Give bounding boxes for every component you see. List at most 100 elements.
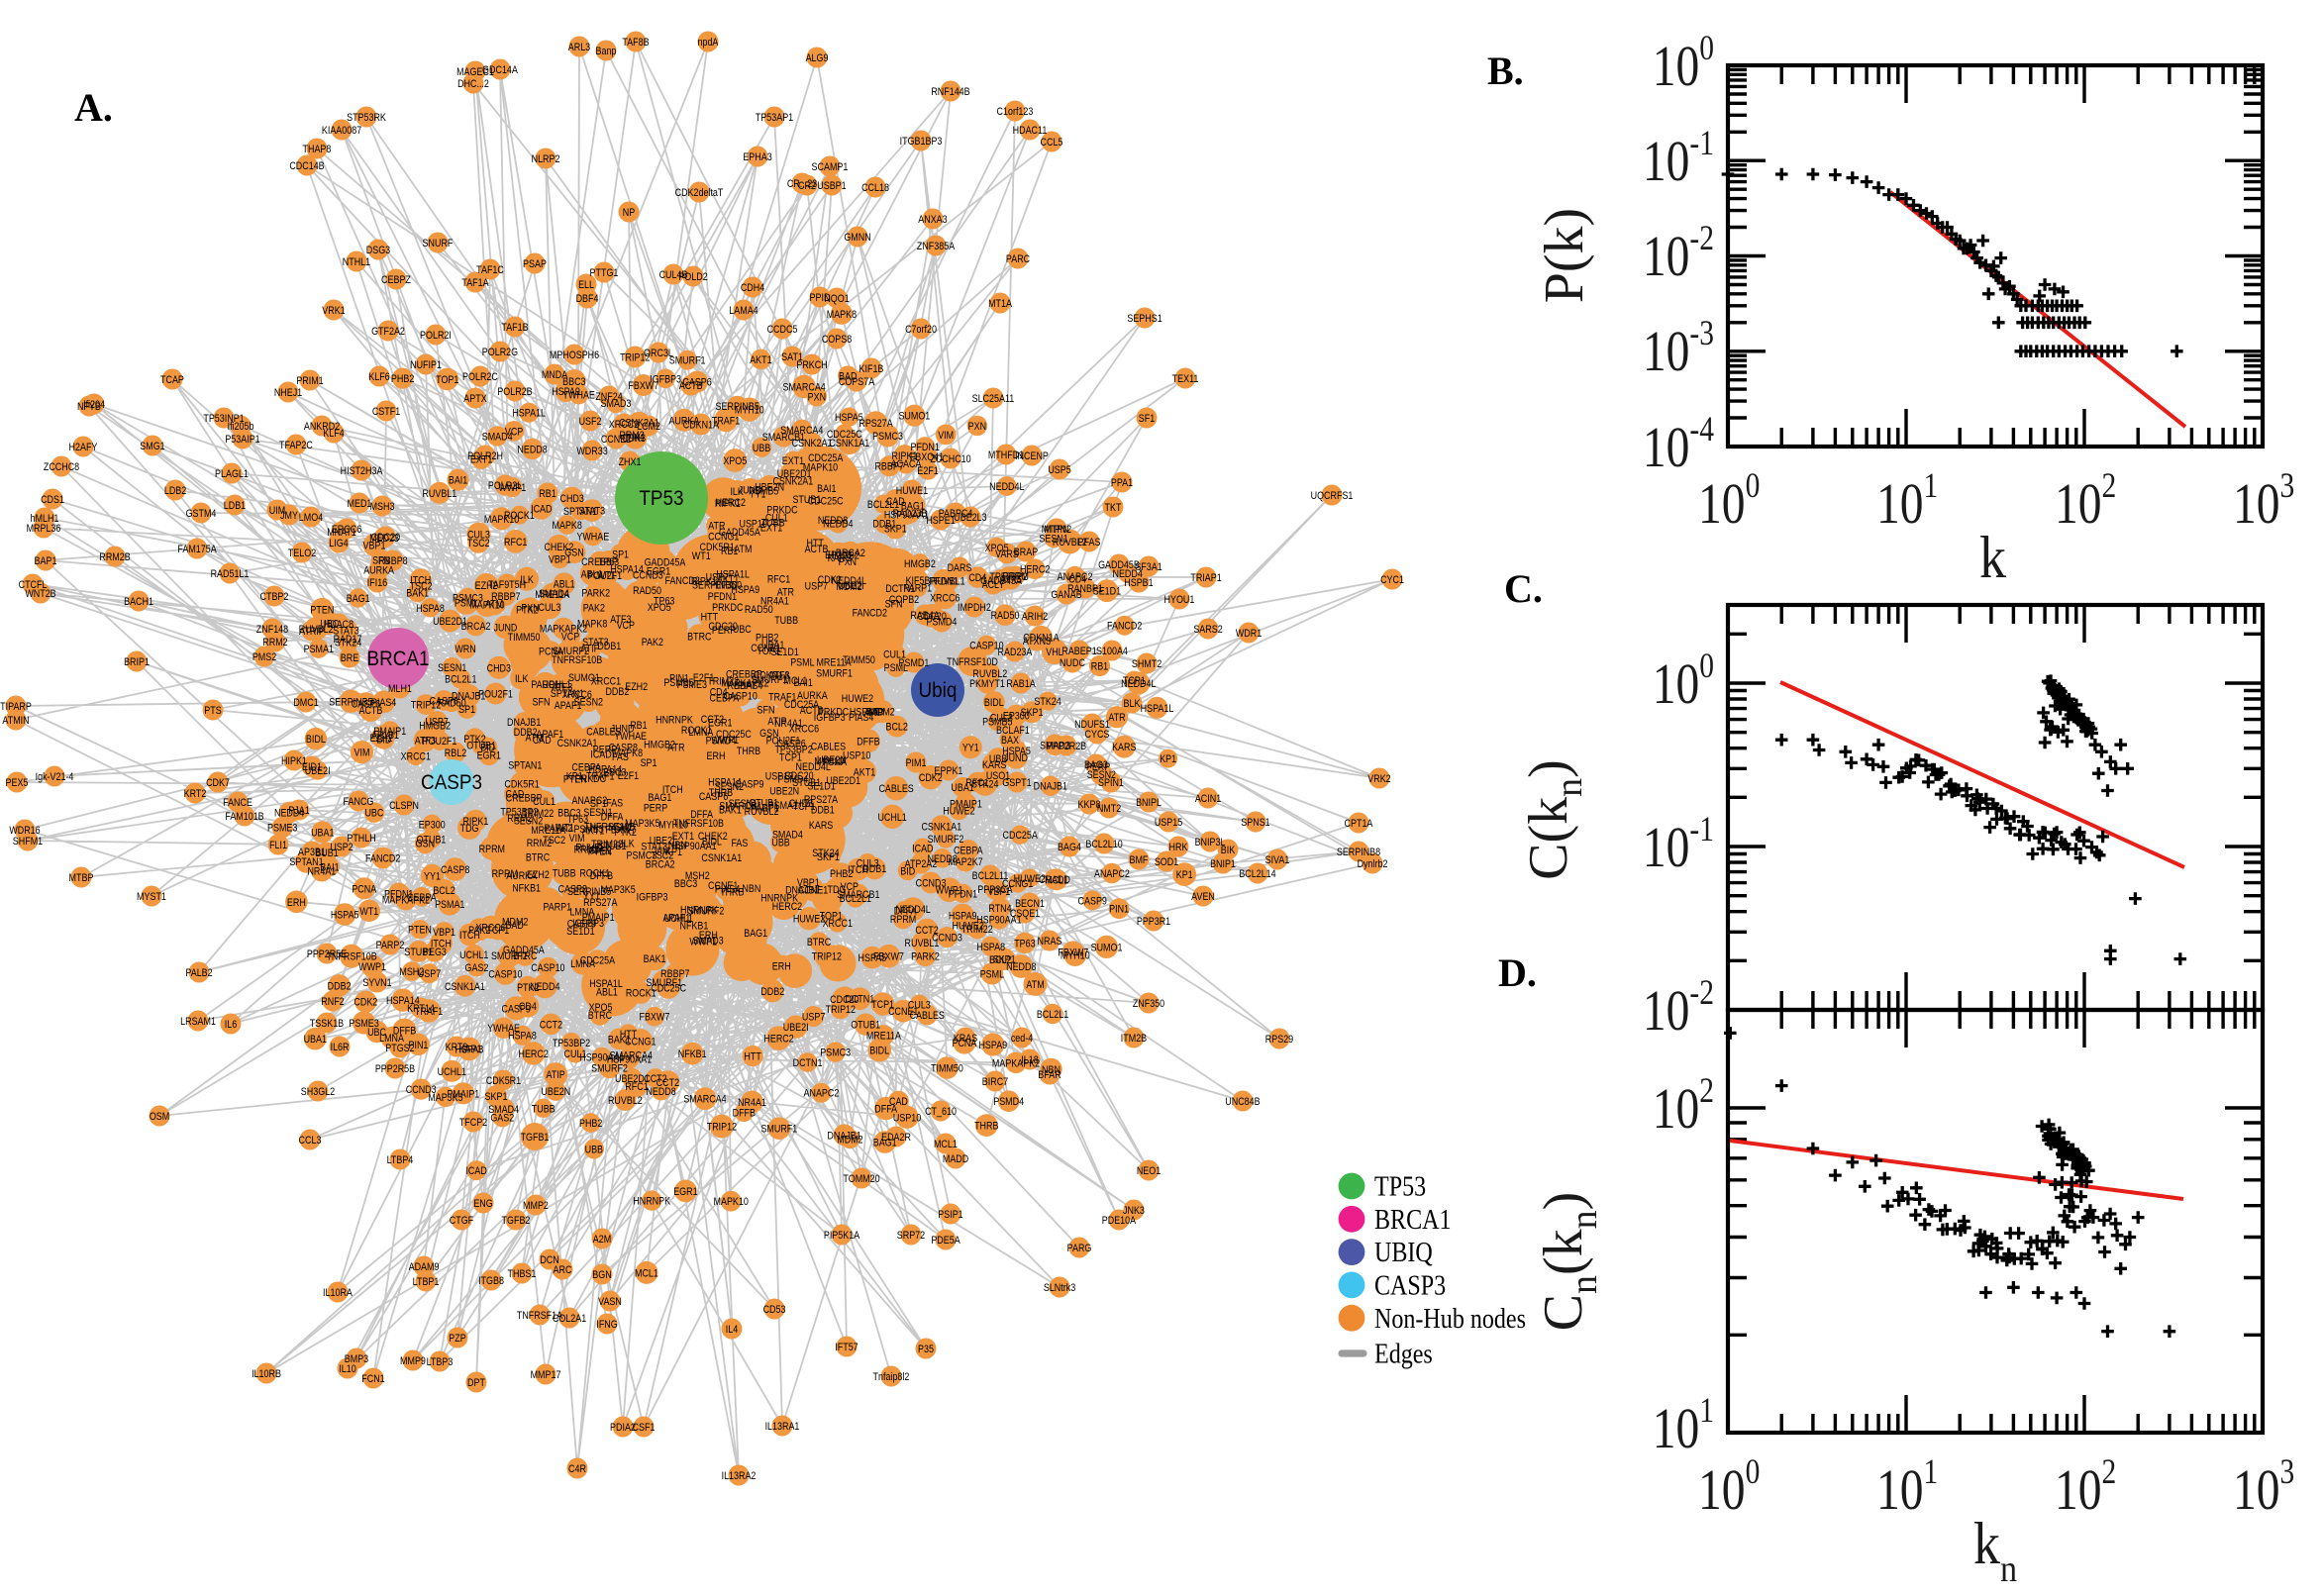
svg-text:TP53: TP53 [639, 487, 683, 510]
svg-text:TAF1C: TAF1C [476, 264, 504, 276]
svg-text:KAP1: KAP1 [459, 1044, 482, 1055]
svg-text:RRM2: RRM2 [262, 637, 288, 648]
svg-text:NEDD4: NEDD4 [530, 981, 560, 993]
svg-text:SE1D1: SE1D1 [770, 647, 799, 658]
svg-text:BNIP1: BNIP1 [1210, 858, 1236, 870]
svg-text:CDC25A: CDC25A [580, 955, 616, 967]
svg-text:KRAS: KRAS [954, 1033, 978, 1045]
svg-text:E2F1: E2F1 [618, 770, 640, 782]
svg-text:OSM: OSM [150, 1111, 169, 1123]
svg-text:PPP3R1: PPP3R1 [1137, 916, 1171, 928]
svg-text:MDM2: MDM2 [836, 581, 862, 593]
svg-text:SMURF2: SMURF2 [491, 950, 528, 962]
svg-text:PCNA: PCNA [822, 756, 847, 768]
svg-text:WT1: WT1 [359, 906, 378, 918]
svg-text:NP: NP [623, 207, 636, 219]
svg-text:SH3GL2: SH3GL2 [301, 1086, 336, 1098]
svg-text:IL10: IL10 [339, 1363, 356, 1375]
svg-text:COPS8: COPS8 [822, 334, 853, 346]
svg-text:NEDD4: NEDD4 [823, 519, 854, 531]
svg-text:BCL2: BCL2 [433, 885, 455, 897]
svg-text:ZHX1: ZHX1 [619, 456, 642, 468]
svg-text:HSP90AA1: HSP90AA1 [607, 1054, 653, 1066]
svg-text:CDC25C: CDC25C [716, 729, 752, 741]
svg-text:SMAD3: SMAD3 [693, 936, 724, 948]
svg-text:ATM: ATM [485, 599, 503, 611]
svg-text:WWP1: WWP1 [358, 961, 386, 973]
svg-text:Banp: Banp [596, 46, 617, 57]
svg-text:TOMM20: TOMM20 [843, 1173, 880, 1185]
svg-text:PSIP1: PSIP1 [938, 1209, 963, 1221]
svg-text:IL6R: IL6R [331, 1042, 350, 1053]
svg-text:DDB2: DDB2 [514, 727, 538, 739]
svg-text:USP2: USP2 [330, 842, 354, 853]
svg-text:CAD: CAD [505, 789, 524, 801]
svg-text:UCHL1: UCHL1 [542, 679, 571, 691]
svg-text:KP1: KP1 [566, 771, 583, 783]
svg-text:RB1: RB1 [630, 720, 648, 732]
svg-text:PDE5A: PDE5A [931, 1235, 960, 1247]
svg-text:ANAPC2: ANAPC2 [804, 1088, 840, 1100]
svg-text:SKP1: SKP1 [1021, 707, 1044, 719]
svg-text:HSPA5: HSPA5 [331, 910, 359, 922]
svg-text:UIM: UIM [269, 505, 285, 517]
svg-text:THRB: THRB [737, 746, 761, 757]
svg-text:PRKDC: PRKDC [575, 773, 606, 785]
svg-text:TP53INP1: TP53INP1 [203, 413, 245, 425]
svg-text:Dynlrb2: Dynlrb2 [1358, 858, 1388, 870]
svg-text:DDB2: DDB2 [760, 986, 784, 998]
svg-text:COL2A1: COL2A1 [553, 1313, 587, 1325]
svg-text:UBB: UBB [753, 443, 771, 454]
svg-text:PSMD4: PSMD4 [993, 1096, 1024, 1108]
svg-text:MLH1: MLH1 [388, 683, 412, 695]
svg-text:SMURF1: SMURF1 [646, 977, 682, 989]
svg-text:CTCFL: CTCFL [19, 579, 48, 591]
svg-text:CABLES: CABLES [811, 742, 847, 753]
svg-text:BAG1: BAG1 [744, 928, 767, 940]
svg-text:UBE2I: UBE2I [305, 765, 331, 777]
svg-text:CCNE1: CCNE1 [751, 643, 781, 654]
svg-text:CASP8: CASP8 [558, 884, 588, 896]
svg-text:DCTN1: DCTN1 [845, 994, 874, 1006]
svg-text:HUWE2: HUWE2 [842, 693, 874, 705]
svg-text:PFDN1: PFDN1 [708, 591, 738, 603]
svg-text:PAK2: PAK2 [642, 637, 664, 648]
svg-text:CDS1: CDS1 [41, 494, 64, 506]
svg-text:BAG1: BAG1 [873, 1138, 897, 1149]
svg-text:LDB1: LDB1 [224, 500, 247, 512]
svg-text:TIMM50: TIMM50 [931, 1063, 963, 1075]
svg-text:101: 101 [1876, 466, 1938, 536]
svg-text:FBXO41: FBXO41 [910, 451, 945, 463]
svg-text:UBE2L3: UBE2L3 [954, 512, 987, 524]
svg-text:CDC25C: CDC25C [651, 983, 686, 995]
svg-text:MAPK10: MAPK10 [469, 600, 505, 612]
svg-text:MCL1: MCL1 [635, 1268, 658, 1280]
svg-text:kn: kn [1973, 1511, 2017, 1589]
svg-text:UBE2D1: UBE2D1 [777, 468, 812, 480]
svg-text:MAPKAPK2: MAPKAPK2 [721, 678, 769, 690]
svg-text:MRE11A: MRE11A [535, 589, 569, 601]
svg-text:ADAM9: ADAM9 [409, 1261, 440, 1273]
svg-text:RFC1: RFC1 [965, 777, 989, 789]
svg-text:IL13RA2: IL13RA2 [722, 1470, 757, 1482]
svg-text:CSNK2A1: CSNK2A1 [557, 738, 598, 749]
svg-text:SESN1: SESN1 [1039, 534, 1068, 546]
svg-text:TCP1: TCP1 [486, 925, 509, 937]
svg-text:PIN1: PIN1 [669, 673, 689, 685]
svg-text:PRKDC: PRKDC [712, 602, 743, 614]
svg-text:RRM2: RRM2 [574, 845, 600, 856]
svg-text:ACACA: ACACA [891, 458, 922, 470]
svg-text:TAF1B: TAF1B [501, 322, 529, 334]
svg-text:FBXW7: FBXW7 [1058, 948, 1088, 959]
svg-text:PZP: PZP [449, 1333, 466, 1345]
svg-text:TAF1A: TAF1A [461, 277, 489, 289]
svg-text:IMPDH2: IMPDH2 [958, 602, 991, 614]
svg-text:CDKN1A: CDKN1A [1023, 633, 1060, 645]
svg-text:ZNF148: ZNF148 [256, 624, 289, 636]
svg-text:ROCK1: ROCK1 [579, 868, 610, 880]
svg-text:MAP3K5: MAP3K5 [625, 818, 660, 830]
svg-text:AURKA: AURKA [506, 870, 537, 882]
svg-text:FAS: FAS [612, 751, 629, 763]
svg-text:NEDD8: NEDD8 [818, 515, 849, 527]
svg-text:FBXW7: FBXW7 [640, 1012, 670, 1024]
